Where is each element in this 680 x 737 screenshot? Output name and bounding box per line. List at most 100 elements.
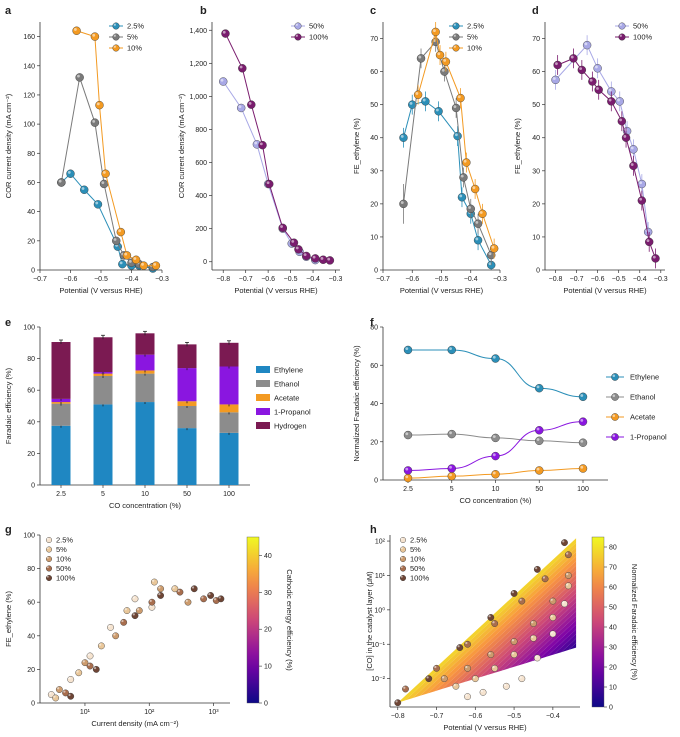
panel-g-x-label: Current density (mA cm⁻²) — [91, 719, 179, 728]
panel-e-bar-segment — [177, 406, 197, 429]
panel-h-field-band — [457, 574, 577, 685]
panel-h-point-highlight — [465, 641, 468, 645]
panel-h-data-point — [533, 654, 541, 662]
panel-h-field-band — [412, 547, 577, 699]
panel-a-y-tick-label: 160 — [23, 34, 35, 41]
panel-g-x-tick-label: 10³ — [209, 709, 220, 716]
panel-g-data-point — [92, 666, 100, 673]
panel-g-point-highlight — [172, 586, 175, 589]
panel-e-bar-segment — [177, 344, 197, 369]
panel-d-x-tick-label: −0.3 — [654, 276, 668, 283]
panel-g-point-highlight — [191, 586, 195, 589]
panel-a-point-highlight — [92, 33, 96, 37]
panel-g-data-point — [150, 578, 158, 586]
panel-f-x-label: CO concentration (%) — [459, 496, 532, 505]
panel-a-x-label: Potential (V versus RHE) — [59, 286, 143, 295]
panel-h-data-point — [561, 539, 568, 547]
panel-a-point-highlight — [95, 201, 99, 205]
panel-f-point-highlight — [449, 431, 452, 435]
panel-g-point-highlight — [201, 596, 204, 599]
panel-h-x-tick-label: −0.8 — [391, 713, 405, 720]
panel-g-data-point — [55, 686, 63, 693]
panel-b-data-point — [294, 22, 302, 30]
panel-a-x-tick-label: −0.4 — [125, 276, 139, 283]
panel-a-point-highlight — [113, 45, 116, 48]
panel-b-point-highlight — [295, 23, 298, 26]
panel-e-legend-swatch — [256, 422, 270, 429]
panel-c-data-point — [452, 33, 460, 41]
panel-b-x-tick-label: −0.3 — [329, 276, 343, 283]
panel-g-data-point — [131, 595, 139, 603]
panel-g-data-point — [120, 618, 128, 626]
panel-c-y-tick-label: 50 — [370, 102, 378, 109]
panel-a-data-point — [112, 33, 120, 41]
panel-c-x-tick-label: −0.4 — [464, 276, 478, 283]
panel-h-point-highlight — [400, 537, 403, 540]
panel-h-data-point — [510, 590, 518, 597]
panel-h-y-tick-label: 10⁻² — [371, 676, 385, 683]
panel-c-data-point — [431, 27, 440, 37]
panel-f-point-highlight — [612, 434, 616, 437]
panel-g-point-highlight — [152, 579, 155, 582]
panel-f-letter: f — [370, 317, 374, 329]
panel-h-point-highlight — [492, 621, 495, 624]
panel-e-y-tick-label: 100 — [23, 325, 35, 332]
panel-e-bar-segment — [93, 375, 113, 405]
panel-c-y-tick-label: 30 — [370, 168, 378, 175]
panel-h-point-highlight — [395, 700, 398, 703]
panel-d-x-tick-label: −0.4 — [633, 276, 647, 283]
panel-d-data-point — [651, 254, 660, 263]
panel-d-point-highlight — [608, 98, 612, 102]
panel-d-point-highlight — [617, 98, 620, 102]
panel-b-letter: b — [200, 5, 207, 17]
panel-f-y-label: Normalized Faradaic efficiency (%) — [352, 345, 361, 462]
panel-a-point-highlight — [133, 257, 137, 260]
panel-e-legend-swatch — [256, 408, 270, 415]
panel-c-y-tick-label: 0 — [374, 268, 378, 275]
panel-b-legend-label: 100% — [309, 33, 329, 42]
panel-d-point-highlight — [595, 65, 598, 69]
panel-d-y-tick-label: 30 — [532, 168, 540, 175]
panel-f-data-point — [611, 373, 619, 381]
panel-f-x-tick-label: 5 — [450, 486, 454, 493]
panel-g-point-highlight — [49, 692, 52, 695]
panel-a-data-point — [112, 22, 120, 30]
panel-h-colorbar-tick-label: 30 — [609, 645, 617, 652]
panel-h-data-point — [440, 675, 448, 683]
panel-g-point-highlight — [113, 633, 116, 636]
panel-b-x-tick-label: −0.7 — [239, 276, 253, 283]
panel-d-point-highlight — [639, 197, 643, 201]
panel-h-point-highlight — [488, 615, 491, 618]
panel-h-point-highlight — [531, 635, 534, 639]
panel-a-y-tick-label: 100 — [23, 122, 35, 129]
panel-h-field-band — [553, 633, 577, 655]
panel-f-data-point — [403, 345, 413, 355]
panel-g-x-tick-label: 10² — [144, 709, 155, 716]
panel-e-y-tick-label: 0 — [31, 483, 35, 490]
panel-h-field-band — [524, 615, 577, 664]
panel-g-colorbar-tick-label: 0 — [264, 701, 268, 708]
panel-c-point-highlight — [435, 108, 439, 112]
panel-e-legend-swatch — [256, 394, 270, 401]
panel-d-point-highlight — [596, 87, 599, 90]
panel-f-x-tick-label: 10 — [492, 486, 500, 493]
panel-f-point-highlight — [580, 394, 584, 397]
panel-d-point-highlight — [579, 67, 583, 71]
panel-f-y-tick-label: 20 — [370, 439, 378, 446]
panel-h-data-point — [491, 620, 499, 627]
panel-g-data-point — [207, 592, 215, 599]
panel-f-data-point — [491, 433, 500, 443]
panel-d-data-point — [588, 77, 597, 86]
panel-g-point-highlight — [82, 660, 85, 663]
panel-h-legend-label: 100% — [410, 574, 430, 583]
panel-a-y-label: COR current density (mA cm⁻²) — [4, 93, 13, 198]
panel-h-field-band — [568, 643, 577, 650]
panel-a-point-highlight — [153, 262, 157, 266]
panel-d-data-point — [629, 161, 638, 171]
panel-g-data-point — [46, 565, 53, 572]
panel-h-data-point — [510, 651, 518, 659]
panel-f-point-highlight — [580, 418, 584, 422]
panel-a-y-tick-label: 20 — [27, 238, 35, 245]
panel-b-data-point — [219, 77, 228, 86]
